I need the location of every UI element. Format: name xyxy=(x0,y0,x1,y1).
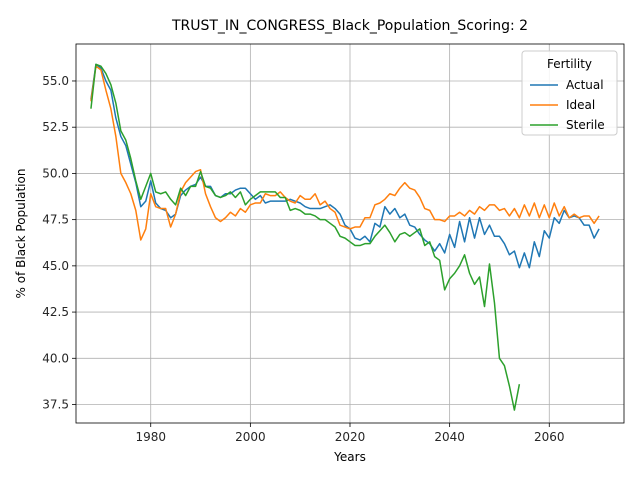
x-axis: 1980 2000 2020 2040 2060 xyxy=(135,423,565,444)
y-tick-label: 45.0 xyxy=(42,259,69,273)
series-line-sterile xyxy=(90,63,521,411)
y-tick-label: 40.0 xyxy=(42,351,69,365)
series-line-ideal xyxy=(90,65,600,241)
x-tick-label: 2040 xyxy=(434,430,465,444)
x-tick-label: 2060 xyxy=(534,430,565,444)
legend-label-sterile: Sterile xyxy=(566,118,605,132)
plot-lines xyxy=(90,63,600,411)
x-axis-title: Years xyxy=(333,450,366,464)
legend-title: Fertility xyxy=(547,57,592,71)
grid xyxy=(76,44,624,423)
legend: Fertility Actual Ideal Sterile xyxy=(521,50,618,136)
y-tick-label: 42.5 xyxy=(42,305,69,319)
y-axis: 37.5 40.0 42.5 45.0 47.5 50.0 52.5 55.0 xyxy=(42,74,76,412)
x-tick-label: 2000 xyxy=(235,430,266,444)
y-tick-label: 37.5 xyxy=(42,398,69,412)
legend-box xyxy=(521,50,618,136)
legend-label-actual: Actual xyxy=(566,78,604,92)
y-axis-title: % of Black Population xyxy=(14,169,28,299)
x-tick-label: 2020 xyxy=(335,430,366,444)
y-tick-label: 55.0 xyxy=(42,74,69,88)
legend-label-ideal: Ideal xyxy=(566,98,595,112)
chart-title: TRUST_IN_CONGRESS_Black_Population_Scori… xyxy=(171,18,528,34)
y-tick-label: 52.5 xyxy=(42,120,69,134)
y-tick-label: 50.0 xyxy=(42,166,69,180)
x-tick-label: 1980 xyxy=(135,430,166,444)
y-tick-label: 47.5 xyxy=(42,213,69,227)
